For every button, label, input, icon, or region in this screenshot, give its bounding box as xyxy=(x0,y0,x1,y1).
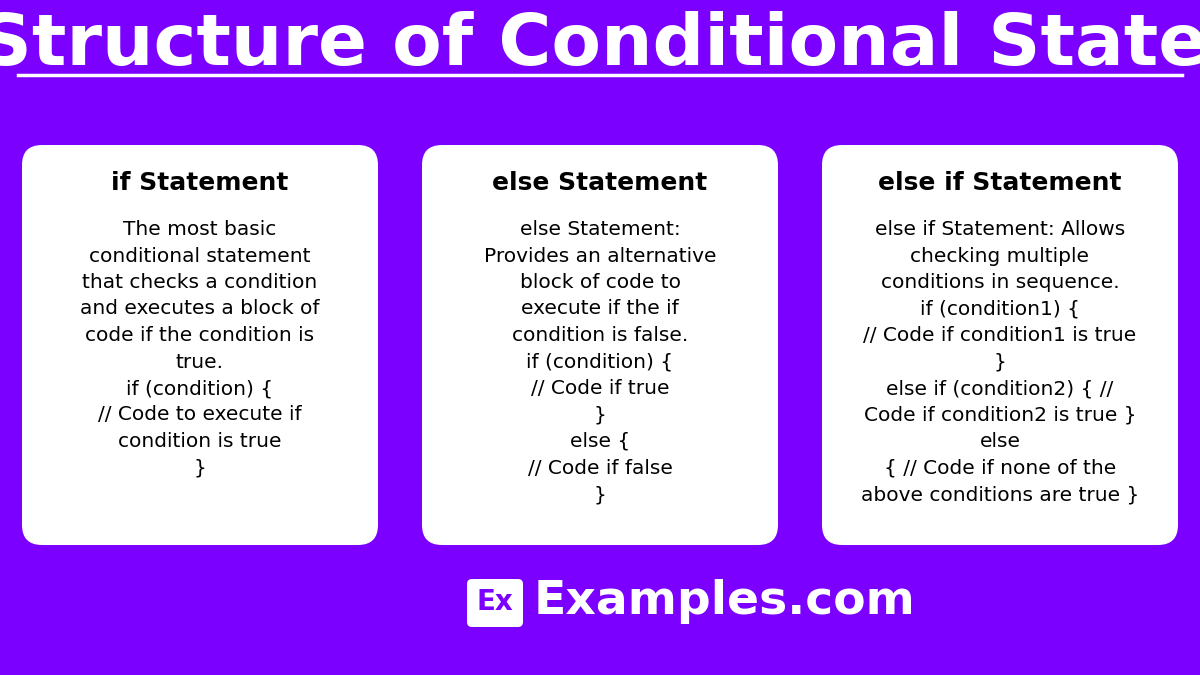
Text: else Statement:
Provides an alternative
block of code to
execute if the if
condi: else Statement: Provides an alternative … xyxy=(484,220,716,504)
Text: else if Statement: Allows
checking multiple
conditions in sequence.
if (conditio: else if Statement: Allows checking multi… xyxy=(860,220,1139,504)
FancyBboxPatch shape xyxy=(22,145,378,545)
Text: else if Statement: else if Statement xyxy=(878,171,1122,195)
FancyBboxPatch shape xyxy=(822,145,1178,545)
Text: The most basic
conditional statement
that checks a condition
and executes a bloc: The most basic conditional statement tha… xyxy=(80,220,319,477)
FancyBboxPatch shape xyxy=(467,579,523,627)
Text: Examples.com: Examples.com xyxy=(534,580,916,624)
Text: Basic Structure of Conditional Statements: Basic Structure of Conditional Statement… xyxy=(0,11,1200,80)
Text: else Statement: else Statement xyxy=(492,171,708,195)
Text: if Statement: if Statement xyxy=(112,171,289,195)
Text: Ex: Ex xyxy=(476,588,514,616)
FancyBboxPatch shape xyxy=(422,145,778,545)
